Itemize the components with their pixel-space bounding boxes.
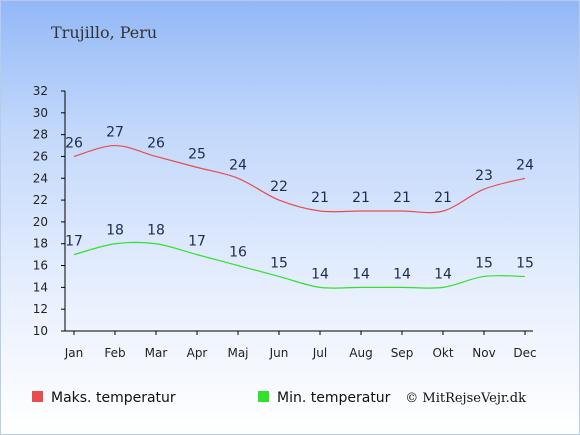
x-tick-label: Okt	[432, 346, 453, 360]
data-label-max: 24	[229, 157, 247, 173]
data-label-max: 22	[270, 179, 288, 195]
legend-label-max: Maks. temperatur	[51, 390, 176, 406]
y-tick-label: 28	[33, 128, 48, 142]
data-label-max: 27	[106, 125, 124, 141]
data-label-max: 23	[475, 168, 493, 184]
x-tick-label: Maj	[227, 346, 248, 360]
site-credit: © MitRejseVejr.dk	[405, 391, 526, 406]
series-line-max	[73, 144, 526, 214]
data-label-min: 17	[188, 234, 206, 250]
data-label-min: 18	[106, 223, 124, 239]
x-tick-label: Nov	[472, 346, 495, 360]
y-tick-label: 18	[33, 237, 48, 251]
chart-title: Trujillo, Peru	[51, 23, 157, 42]
data-label-min: 14	[352, 266, 370, 282]
x-tick-label: Aug	[349, 346, 372, 360]
x-tick-label: Jan	[64, 346, 84, 360]
data-label-max: 24	[516, 157, 534, 173]
y-tick-label: 20	[33, 215, 48, 229]
y-tick-label: 30	[33, 106, 48, 120]
axes: 10 12 14 16 18 20 22 24 26 28 30 32 Jan Feb Mar Apr Maj J…	[33, 84, 537, 360]
legend: Maks. temperatur Min. temperatur	[32, 390, 391, 406]
data-label-max: 21	[393, 190, 411, 206]
x-tick-label: Mar	[145, 346, 168, 360]
y-tick-label: 22	[33, 193, 48, 207]
y-tick-label: 26	[33, 149, 48, 163]
y-tick-label: 10	[33, 324, 48, 338]
data-label-max: 26	[147, 135, 165, 151]
data-label-min: 15	[475, 255, 493, 271]
data-label-min: 18	[147, 223, 165, 239]
data-label-min: 14	[393, 266, 411, 282]
y-tick-label: 16	[33, 259, 48, 273]
data-label-min: 17	[65, 234, 83, 250]
y-tick-label: 32	[33, 84, 48, 98]
x-tick-label: Jun	[269, 346, 289, 360]
x-tick-label: Jul	[312, 346, 327, 360]
legend-swatch-min	[258, 391, 269, 402]
x-tick-label: Dec	[513, 346, 536, 360]
data-label-max: 21	[311, 190, 329, 206]
data-label-min: 16	[229, 245, 247, 261]
data-label-min: 15	[516, 255, 534, 271]
series-lines	[73, 144, 526, 289]
data-label-min: 14	[434, 266, 452, 282]
legend-swatch-max	[32, 391, 43, 402]
series-line-min	[73, 241, 526, 289]
data-label-max: 21	[352, 190, 370, 206]
data-label-min: 14	[311, 266, 329, 282]
x-tick-label: Sep	[391, 346, 414, 360]
y-tick-label: 12	[33, 302, 48, 316]
y-tick-label: 14	[33, 280, 48, 294]
data-label-max: 25	[188, 146, 206, 162]
data-label-max: 21	[434, 190, 452, 206]
data-label-min: 15	[270, 255, 288, 271]
legend-label-min: Min. temperatur	[277, 390, 391, 406]
y-tick-label: 24	[33, 171, 48, 185]
x-tick-label: Apr	[187, 346, 208, 360]
data-label-max: 26	[65, 135, 83, 151]
data-labels: 26 27 26 25 24 22 21 21 21 21 23 24 17 18 18 17 16 15 14 14…	[65, 125, 534, 283]
x-tick-label: Feb	[104, 346, 125, 360]
